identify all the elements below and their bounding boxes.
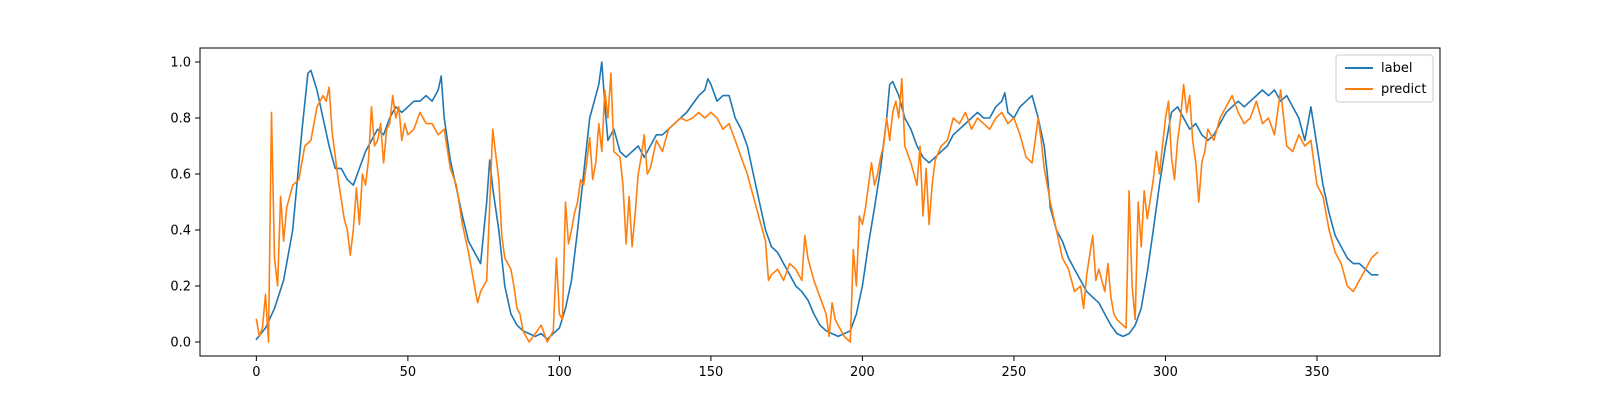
x-axis: 0 50 100 150 200 250 300 350: [252, 356, 1329, 380]
plot-frame: [199, 47, 1441, 357]
y-tick-label: 0.2: [170, 280, 191, 295]
plot-area: [200, 48, 1440, 356]
x-tick-label: 0: [252, 365, 260, 380]
series-layer: [255, 61, 1379, 343]
y-tick-label: 1.0: [170, 56, 191, 71]
y-tick-label: 0.8: [170, 112, 191, 127]
series-line-predict: [255, 72, 1379, 343]
x-tick-label: 100: [547, 365, 572, 380]
x-tick-label: 250: [1002, 365, 1027, 380]
legend-label-label: label: [1381, 61, 1412, 76]
legend-label-predict: predict: [1381, 82, 1426, 97]
x-tick-label: 150: [698, 365, 723, 380]
x-tick-label: 300: [1153, 365, 1178, 380]
y-tick-label: 0.6: [170, 168, 191, 183]
y-axis: 0.0 0.2 0.4 0.6 0.8 1.0: [170, 56, 200, 351]
y-tick-label: 0.4: [170, 224, 191, 239]
x-tick-label: 50: [400, 365, 417, 380]
x-tick-label: 350: [1305, 365, 1330, 380]
legend-box: [1335, 54, 1434, 103]
y-tick-label: 0.0: [170, 336, 191, 351]
x-tick-label: 200: [850, 365, 875, 380]
legend: label predict: [1335, 54, 1434, 103]
